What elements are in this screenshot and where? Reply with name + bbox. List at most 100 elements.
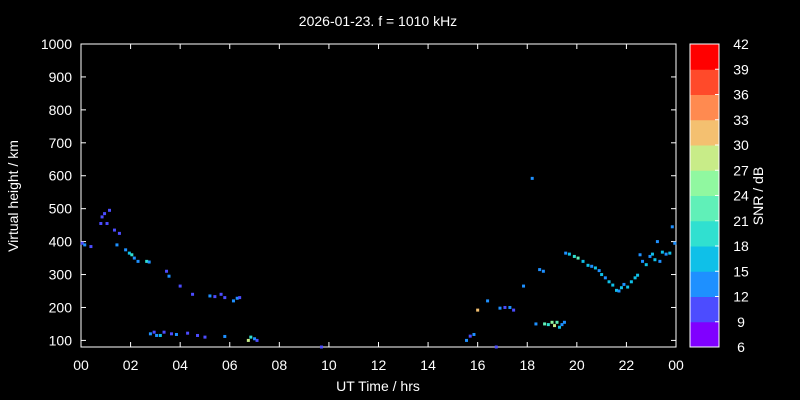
data-point bbox=[117, 231, 121, 235]
data-point bbox=[249, 335, 253, 339]
data-point bbox=[253, 337, 257, 341]
data-point bbox=[89, 245, 93, 249]
data-point bbox=[152, 330, 156, 334]
data-point bbox=[541, 269, 545, 273]
data-point bbox=[203, 335, 207, 339]
x-tick-label: 04 bbox=[172, 357, 188, 373]
data-point bbox=[191, 292, 195, 296]
y-tick-label: 200 bbox=[49, 299, 73, 315]
data-point bbox=[597, 269, 601, 273]
data-point bbox=[576, 256, 580, 260]
colorbar-label: SNR / dB bbox=[750, 167, 766, 225]
data-point bbox=[593, 266, 597, 270]
data-point bbox=[130, 253, 134, 257]
data-point bbox=[167, 274, 171, 278]
data-point bbox=[174, 332, 178, 336]
colorbar bbox=[689, 43, 720, 348]
y-tick-label: 900 bbox=[49, 69, 73, 85]
data-point bbox=[148, 332, 152, 336]
y-tick-label: 400 bbox=[49, 234, 73, 250]
y-tick-label: 700 bbox=[49, 135, 73, 151]
x-axis: 00 02 04 06 08 10 12 14 16 18 20 22 00 bbox=[73, 44, 684, 373]
data-point bbox=[503, 305, 507, 309]
data-point bbox=[219, 292, 223, 296]
data-point bbox=[653, 258, 657, 262]
x-tick-label: 00 bbox=[668, 357, 684, 373]
colorbar-segment bbox=[690, 321, 719, 348]
data-point bbox=[105, 221, 109, 225]
data-point bbox=[567, 252, 571, 256]
y-tick-label: 600 bbox=[49, 168, 73, 184]
data-point bbox=[615, 288, 618, 292]
x-axis-label: UT Time / hrs bbox=[336, 378, 420, 394]
data-point bbox=[668, 251, 672, 255]
data-point bbox=[127, 251, 131, 255]
data-point bbox=[590, 264, 594, 268]
data-point bbox=[603, 276, 607, 280]
chart-title: 2026-01-23. f = 1010 kHz bbox=[299, 13, 457, 29]
data-point bbox=[162, 330, 166, 334]
data-point bbox=[673, 241, 677, 245]
plot-area bbox=[80, 43, 677, 348]
data-point bbox=[196, 333, 200, 337]
data-point bbox=[617, 289, 621, 293]
data-point bbox=[607, 280, 611, 284]
data-point bbox=[622, 282, 626, 286]
colorbar-segment bbox=[690, 246, 719, 272]
colorbar-tick-label: 42 bbox=[733, 36, 749, 52]
data-point bbox=[538, 268, 542, 272]
colorbar-segment bbox=[690, 44, 719, 70]
data-point bbox=[564, 251, 568, 255]
data-point bbox=[648, 254, 652, 258]
data-point bbox=[658, 259, 662, 263]
data-point bbox=[508, 305, 512, 309]
data-point bbox=[100, 215, 104, 219]
data-point bbox=[555, 320, 559, 324]
colorbar-segment bbox=[690, 170, 719, 196]
data-points bbox=[80, 176, 677, 349]
colorbar-tick-label: 24 bbox=[733, 188, 749, 204]
data-point bbox=[319, 345, 323, 349]
colorbar-tick-label: 12 bbox=[733, 289, 749, 305]
y-tick-label: 500 bbox=[49, 201, 73, 217]
data-point bbox=[550, 320, 554, 324]
data-point bbox=[136, 259, 140, 263]
data-point bbox=[530, 176, 534, 180]
colorbar-segment bbox=[690, 195, 719, 222]
data-point bbox=[655, 240, 659, 244]
data-point bbox=[223, 296, 227, 300]
data-point bbox=[512, 308, 516, 312]
colorbar-segment bbox=[690, 119, 719, 146]
data-point bbox=[498, 306, 502, 310]
data-point bbox=[553, 324, 557, 328]
data-point bbox=[155, 333, 159, 337]
data-point bbox=[633, 276, 637, 280]
colorbar-segment bbox=[690, 94, 719, 121]
data-point bbox=[664, 252, 668, 256]
data-point bbox=[522, 284, 526, 288]
y-axis: 100 200 300 400 500 600 700 800 900 1000 bbox=[41, 36, 676, 348]
data-point bbox=[235, 296, 239, 300]
data-point bbox=[472, 332, 476, 336]
data-point bbox=[108, 208, 112, 212]
data-point bbox=[223, 334, 227, 338]
y-axis-label: Virtual height / km bbox=[5, 140, 21, 252]
data-point bbox=[238, 296, 242, 300]
data-point bbox=[115, 243, 119, 247]
data-point bbox=[600, 273, 604, 277]
data-point bbox=[255, 338, 259, 342]
data-point bbox=[670, 225, 674, 229]
data-point bbox=[231, 299, 235, 303]
colorbar-tick-label: 33 bbox=[733, 112, 749, 128]
data-point bbox=[650, 252, 654, 256]
data-point bbox=[660, 250, 664, 254]
data-point bbox=[581, 259, 585, 263]
data-point bbox=[629, 280, 633, 284]
data-point bbox=[560, 323, 564, 327]
data-point bbox=[468, 334, 472, 338]
data-point bbox=[619, 286, 623, 290]
data-point bbox=[586, 263, 590, 267]
x-tick-label: 02 bbox=[123, 357, 139, 373]
x-tick-label: 14 bbox=[420, 357, 436, 373]
colorbar-ticks: 6 9 12 15 18 21 24 27 30 33 36 39 42 bbox=[715, 36, 749, 355]
